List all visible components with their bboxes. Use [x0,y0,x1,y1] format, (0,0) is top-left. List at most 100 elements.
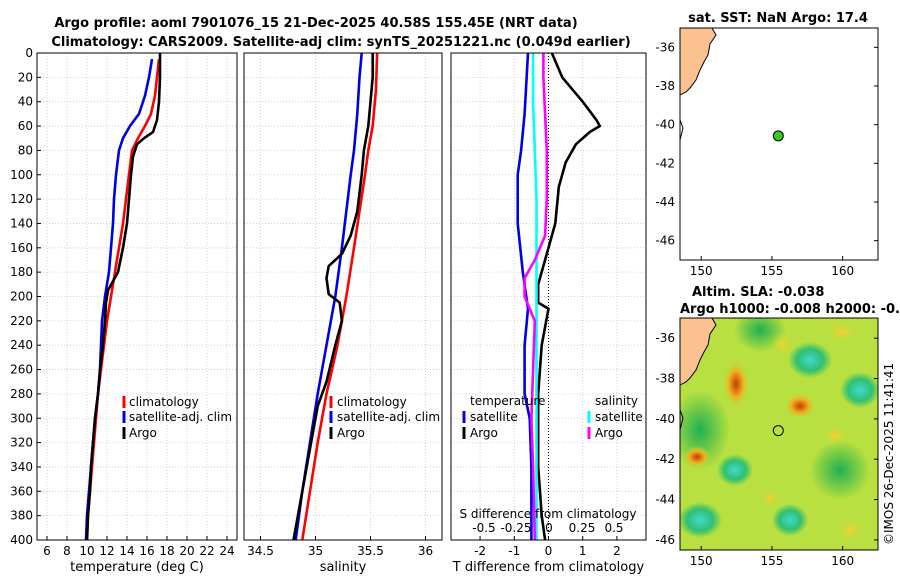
map-y-tick-label: -46 [655,533,675,547]
argo-position-marker [772,130,784,142]
y-tick-label: 260 [10,363,33,377]
x-tick-label: 1 [579,544,587,558]
legend-satellite-adj: satellite-adj. clim [337,410,440,424]
sla-map-title-line1: Altim. SLA: -0.038 [692,285,824,300]
map-x-tick-label: 160 [831,554,854,568]
map-x-tick-label: 150 [690,554,713,568]
s-tick: 0.5 [604,521,623,535]
x-tick-label: 35.5 [357,544,384,558]
y-tick-label: 40 [18,95,33,109]
series-line-argo [292,53,374,541]
y-tick-label: 20 [18,70,33,84]
map-y-tick-label: -38 [655,79,675,93]
map-y-tick-label: -40 [655,412,675,426]
sst-land [680,28,717,96]
x-tick-label: 18 [159,544,174,558]
y-tick-label: 240 [10,338,33,352]
legend-title-temperature: temperature [470,394,545,408]
map-y-tick-label: -38 [655,372,675,386]
x-tick-label: 14 [119,544,134,558]
legend-climatology: climatology [129,395,199,409]
x-tick-label: 22 [199,544,214,558]
temperature-legend: climatology satellite-adj. clim Argo [122,395,232,440]
plot-frame [243,52,443,541]
map-y-tick-label: -36 [655,331,675,345]
series-line-salinity-argo [523,53,549,541]
map-y-tick-label: -42 [655,452,675,466]
sst-map-title: sat. SST: NaN Argo: 17.4 [688,11,868,26]
series-line-salinity-satellite [531,53,538,540]
s-tick: 0 [545,521,553,535]
legend-temp-satellite: satellite [470,410,518,424]
y-tick-label: 160 [10,241,33,255]
map-x-tick-label: 155 [760,264,783,278]
map-y-tick-label: -44 [655,195,675,209]
s-tick: -0.25 [500,521,531,535]
y-tick-label: 340 [10,460,33,474]
s-tick: -0.5 [472,521,495,535]
plot-frame [450,52,647,541]
sla-map: 150 155 160 -46 -44 -42 -40 -38 -36 [655,317,879,568]
y-tick-label: 60 [18,119,33,133]
x-axis-label: T difference from climatology [452,560,645,575]
y-tick-label: 360 [10,484,33,498]
y-tick-label: 100 [10,168,33,182]
s-difference-ticks: -0.5 -0.25 0 0.25 0.5 [472,521,623,535]
salinity-panel: 34.5 35 35.5 36 salinity [243,52,443,575]
difference-legend: temperature salinity satellite Argo sate… [462,394,643,440]
map-y-tick-label: -42 [655,156,675,170]
legend-sal-argo: Argo [595,426,623,440]
x-tick-label: 36 [418,544,433,558]
y-tick-label: 320 [10,436,33,450]
x-axis-label: temperature (deg C) [70,560,204,575]
x-axis-label: salinity [320,560,367,575]
x-tick-label: 12 [99,544,114,558]
argo-position-marker [772,425,784,437]
plot-frame [36,52,238,541]
x-tick-label: 34.5 [247,544,274,558]
y-tick-label: 200 [10,290,33,304]
map-y-tick-label: -46 [655,234,675,248]
difference-panel: -2 -1 0 1 2 T difference from climatology [450,52,647,575]
y-tick-label: 380 [10,509,33,523]
x-tick-label: 8 [63,544,71,558]
series-line-climatology [301,52,379,541]
x-tick-label: 10 [79,544,94,558]
sst-map: 150 155 160 -46 -44 -42 -40 -38 -36 [655,27,879,278]
legend-argo: Argo [129,426,157,440]
legend-title-salinity: salinity [595,394,638,408]
y-tick-label: 180 [10,265,33,279]
y-tick-label: 400 [10,533,33,547]
y-tick-label: 140 [10,216,33,230]
s-difference-label: S difference from climatology [460,507,637,521]
figure-title-line2: Climatology: CARS2009. Satellite-adj cli… [51,35,630,50]
map-y-tick-label: -40 [655,118,675,132]
x-tick-label: -2 [474,544,486,558]
legend-satellite-adj: satellite-adj. clim [129,410,232,424]
series-line-temperature-argo [536,52,602,541]
y-tick-label: 300 [10,411,33,425]
x-tick-label: 0 [545,544,553,558]
x-tick-label: 16 [139,544,154,558]
x-tick-label: 24 [219,544,234,558]
map-y-tick-label: -36 [655,40,675,54]
x-tick-label: -1 [508,544,520,558]
legend-sal-satellite: satellite [595,410,643,424]
y-tick-label: 0 [25,46,33,60]
y-tick-label: 80 [18,143,33,157]
x-tick-label: 20 [179,544,194,558]
x-tick-label: 2 [613,544,621,558]
y-tick-label: 120 [10,192,33,206]
map-x-tick-label: 160 [831,264,854,278]
temperature-panel: 6 8 10 12 14 16 18 20 22 24 temperature (deg C) 0 20… [10,46,238,575]
sla-map-title-line2: Argo h1000: -0.008 h2000: -0.059 [680,302,900,317]
map-x-tick-label: 150 [690,264,713,278]
y-tick-label: 280 [10,387,33,401]
salinity-legend: climatology satellite-adj. clim Argo [329,395,440,440]
legend-argo: Argo [337,426,365,440]
map-y-tick-label: -44 [655,493,675,507]
series-line-argo [85,53,162,541]
figure-title-line1: Argo profile: aoml 7901076_15 21-Dec-202… [54,16,577,31]
s-tick: 0.25 [569,521,596,535]
